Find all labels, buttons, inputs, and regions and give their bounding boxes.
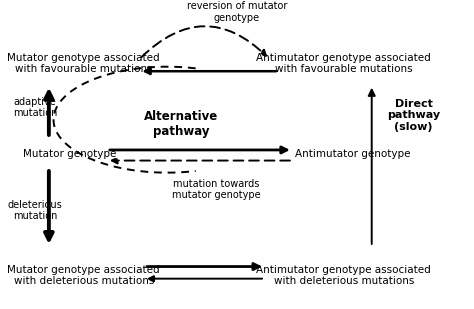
Text: mutation towards
mutator genotype: mutation towards mutator genotype xyxy=(172,179,260,200)
Text: adaptive
mutation: adaptive mutation xyxy=(13,97,57,118)
Text: Antimutator genotype associated
with deleterious mutations: Antimutator genotype associated with del… xyxy=(256,265,431,286)
Text: Mutator genotype associated
with favourable mutations: Mutator genotype associated with favoura… xyxy=(8,53,160,74)
Text: Mutator genotype associated
with deleterious mutations: Mutator genotype associated with deleter… xyxy=(8,265,160,286)
Text: Antimutator genotype associated
with favourable mutations: Antimutator genotype associated with fav… xyxy=(256,53,431,74)
FancyArrowPatch shape xyxy=(45,92,53,135)
FancyArrowPatch shape xyxy=(109,147,287,153)
FancyArrowPatch shape xyxy=(145,69,276,74)
Text: Mutator genotype: Mutator genotype xyxy=(23,150,117,159)
Text: Antimutator genotype: Antimutator genotype xyxy=(295,150,411,159)
FancyArrowPatch shape xyxy=(141,26,266,57)
FancyArrowPatch shape xyxy=(149,276,262,281)
Text: Direct
pathway
(slow): Direct pathway (slow) xyxy=(387,99,440,132)
FancyArrowPatch shape xyxy=(147,264,259,269)
Text: deleterious
mutation: deleterious mutation xyxy=(8,200,62,221)
Text: Alternative
pathway: Alternative pathway xyxy=(144,110,219,138)
FancyArrowPatch shape xyxy=(45,171,53,240)
FancyArrowPatch shape xyxy=(369,90,375,244)
FancyArrowPatch shape xyxy=(112,158,290,163)
Text: reversion of mutator
genotype: reversion of mutator genotype xyxy=(187,1,287,23)
